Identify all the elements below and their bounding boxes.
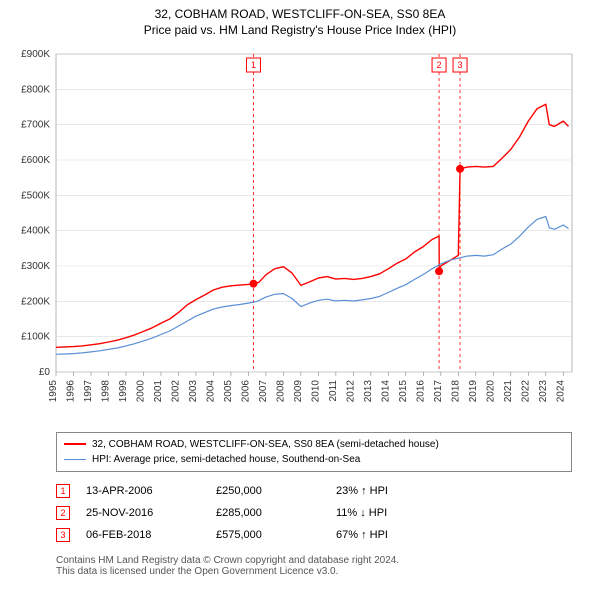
legend-label-hpi: HPI: Average price, semi-detached house,… [92, 454, 360, 465]
svg-text:2005: 2005 [223, 380, 234, 403]
svg-text:2017: 2017 [433, 380, 444, 403]
sale-price-3: £575,000 [216, 529, 336, 541]
svg-text:2020: 2020 [485, 380, 496, 403]
attribution-line-1: Contains HM Land Registry data © Crown c… [56, 555, 399, 566]
svg-text:1999: 1999 [118, 380, 129, 403]
svg-text:2002: 2002 [170, 380, 181, 403]
price-chart: £0 £100K £200K £300K £400K £500K £600K £700K £80… [0, 0, 600, 420]
svg-text:3: 3 [458, 60, 463, 70]
svg-text:£400K: £400K [21, 226, 50, 237]
attribution-line-2: This data is licensed under the Open Gov… [56, 566, 399, 577]
svg-text:£700K: £700K [21, 120, 50, 131]
sale-marker-num-3: 3 [60, 530, 65, 540]
sale-date-1: 13-APR-2006 [86, 485, 216, 497]
sale-change-3: 67% ↑ HPI [336, 529, 388, 541]
svg-text:2000: 2000 [135, 380, 146, 403]
chart-container: 32, COBHAM ROAD, WESTCLIFF-ON-SEA, SS0 8… [0, 0, 600, 590]
svg-text:2024: 2024 [555, 380, 566, 403]
svg-text:1997: 1997 [83, 380, 94, 403]
sale-price-2: £285,000 [216, 507, 336, 519]
svg-text:2023: 2023 [538, 380, 549, 403]
svg-text:2016: 2016 [415, 380, 426, 403]
legend-label-property: 32, COBHAM ROAD, WESTCLIFF-ON-SEA, SS0 8… [92, 439, 439, 450]
svg-text:2015: 2015 [398, 380, 409, 403]
svg-text:2008: 2008 [275, 380, 286, 403]
svg-text:2011: 2011 [328, 380, 339, 402]
svg-text:2004: 2004 [205, 380, 216, 403]
svg-text:2006: 2006 [240, 380, 251, 403]
svg-text:1996: 1996 [65, 380, 76, 403]
svg-text:2022: 2022 [520, 380, 531, 403]
svg-text:2: 2 [437, 60, 442, 70]
svg-text:2003: 2003 [188, 380, 199, 403]
svg-text:2010: 2010 [310, 380, 321, 403]
sale-marker-3: 3 [56, 528, 70, 542]
sale-marker-num-2: 2 [60, 508, 65, 518]
sale-marker-2: 2 [56, 506, 70, 520]
svg-text:£500K: £500K [21, 190, 50, 201]
svg-text:2018: 2018 [450, 380, 461, 403]
svg-text:2009: 2009 [293, 380, 304, 403]
svg-text:£100K: £100K [21, 332, 50, 343]
svg-text:1: 1 [251, 60, 256, 70]
svg-text:2012: 2012 [345, 380, 356, 403]
legend-item-property: 32, COBHAM ROAD, WESTCLIFF-ON-SEA, SS0 8… [64, 437, 564, 452]
svg-text:£900K: £900K [21, 49, 50, 60]
svg-text:2021: 2021 [503, 380, 514, 403]
svg-text:1995: 1995 [48, 380, 59, 403]
legend-swatch-hpi [64, 459, 86, 460]
sale-marker-1: 1 [56, 484, 70, 498]
sale-marker-num-1: 1 [60, 486, 65, 496]
legend: 32, COBHAM ROAD, WESTCLIFF-ON-SEA, SS0 8… [56, 432, 572, 472]
svg-text:£200K: £200K [21, 296, 50, 307]
legend-item-hpi: HPI: Average price, semi-detached house,… [64, 452, 564, 467]
sale-price-1: £250,000 [216, 485, 336, 497]
sale-date-2: 25-NOV-2016 [86, 507, 216, 519]
sale-change-1: 23% ↑ HPI [336, 485, 388, 497]
svg-text:£0: £0 [39, 367, 51, 378]
sale-change-2: 11% ↓ HPI [336, 507, 387, 519]
sale-row-1: 1 13-APR-2006 £250,000 23% ↑ HPI [56, 480, 572, 502]
svg-text:£600K: £600K [21, 155, 50, 166]
svg-text:£300K: £300K [21, 261, 50, 272]
svg-text:£800K: £800K [21, 84, 50, 95]
legend-swatch-property [64, 443, 86, 445]
svg-text:2013: 2013 [363, 380, 374, 403]
attribution: Contains HM Land Registry data © Crown c… [56, 555, 399, 577]
sale-row-2: 2 25-NOV-2016 £285,000 11% ↓ HPI [56, 502, 572, 524]
svg-text:1998: 1998 [100, 380, 111, 403]
sales-table: 1 13-APR-2006 £250,000 23% ↑ HPI 2 25-NO… [56, 480, 572, 546]
svg-text:2019: 2019 [468, 380, 479, 403]
svg-text:2001: 2001 [153, 380, 164, 403]
sale-row-3: 3 06-FEB-2018 £575,000 67% ↑ HPI [56, 524, 572, 546]
svg-text:2014: 2014 [380, 380, 391, 403]
sale-date-3: 06-FEB-2018 [86, 529, 216, 541]
svg-text:2007: 2007 [258, 380, 269, 403]
